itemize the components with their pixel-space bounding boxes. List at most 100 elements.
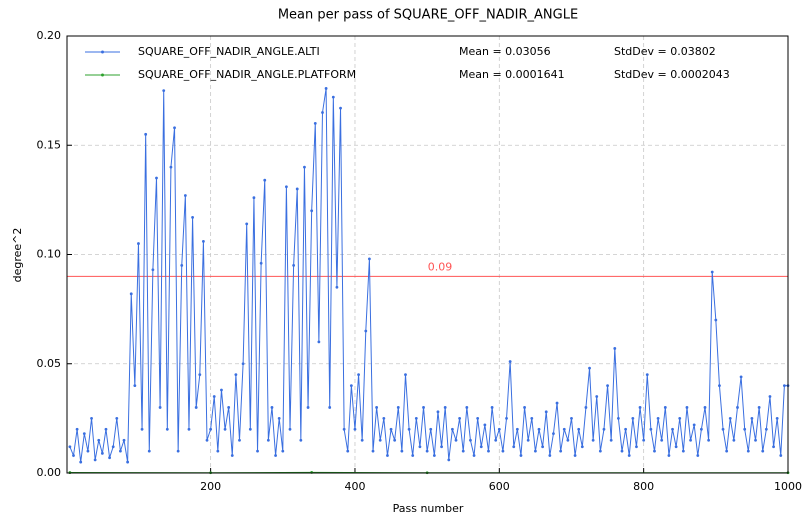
point: [714, 318, 718, 322]
point: [523, 406, 526, 409]
point: [429, 427, 433, 431]
point: [393, 438, 397, 442]
point: [548, 454, 552, 457]
point: [180, 264, 184, 267]
point: [450, 427, 454, 431]
point: [584, 406, 588, 409]
point: [490, 406, 494, 409]
point: [476, 416, 480, 420]
point: [158, 406, 162, 409]
point: [126, 460, 130, 464]
point: [238, 438, 241, 442]
point: [317, 340, 321, 344]
point: [187, 427, 191, 431]
point: [129, 292, 133, 296]
point: [151, 268, 155, 272]
point: [411, 454, 415, 457]
point: [645, 373, 649, 377]
x-tick-label: 400: [344, 480, 365, 493]
point: [627, 454, 631, 457]
point: [389, 427, 393, 431]
point: [223, 427, 227, 431]
point: [414, 416, 418, 420]
point: [220, 388, 223, 392]
point: [104, 427, 108, 431]
point: [678, 416, 682, 420]
point: [505, 416, 508, 420]
point: [620, 449, 624, 453]
point: [313, 122, 317, 125]
legend-label: SQUARE_OFF_NADIR_ANGLE.ALTI: [138, 45, 320, 58]
point: [573, 454, 577, 457]
point: [746, 449, 750, 453]
legend-stat: StdDev = 0.0002043: [614, 68, 730, 81]
point: [256, 449, 259, 453]
point: [512, 445, 516, 449]
point: [346, 449, 350, 453]
point: [119, 449, 122, 453]
point: [479, 445, 483, 449]
point: [191, 215, 194, 219]
point: [732, 438, 736, 442]
point: [75, 427, 79, 431]
point: [396, 406, 400, 409]
point: [248, 427, 252, 431]
point: [404, 373, 407, 377]
point: [230, 454, 234, 457]
point: [339, 106, 342, 110]
point: [541, 445, 545, 449]
point: [515, 427, 519, 431]
point: [281, 449, 285, 453]
point: [234, 373, 238, 377]
point: [533, 449, 537, 453]
point: [494, 438, 498, 442]
x-tick-label: 800: [633, 480, 654, 493]
point: [768, 395, 772, 398]
y-tick-label: 0.20: [37, 29, 62, 42]
point: [501, 449, 505, 453]
point: [364, 329, 368, 333]
point: [212, 395, 216, 398]
y-axis-label: degree^2: [11, 228, 24, 283]
point: [86, 449, 90, 453]
point: [285, 185, 288, 189]
point: [710, 270, 714, 274]
point: [303, 165, 306, 169]
point: [349, 384, 353, 387]
point: [418, 445, 422, 449]
point: [544, 410, 548, 414]
series-line: [69, 88, 788, 463]
point: [718, 384, 721, 387]
point: [202, 239, 205, 243]
point: [653, 449, 656, 453]
point: [353, 427, 357, 431]
point: [144, 132, 148, 136]
point: [685, 406, 689, 409]
point: [176, 449, 180, 453]
point: [566, 438, 570, 442]
point: [263, 178, 267, 182]
legend-label: SQUARE_OFF_NADIR_ANGLE.PLATFORM: [138, 68, 356, 81]
point: [277, 416, 281, 420]
point: [772, 445, 775, 449]
chart-title: Mean per pass of SQUARE_OFF_NADIR_ANGLE: [278, 8, 578, 23]
point: [674, 445, 678, 449]
point: [209, 427, 213, 431]
point: [681, 449, 685, 453]
point: [183, 194, 187, 197]
point: [93, 458, 97, 462]
point: [133, 384, 137, 387]
point: [580, 445, 584, 449]
point: [725, 449, 729, 453]
point: [97, 438, 101, 442]
point: [140, 427, 144, 431]
point: [292, 264, 296, 267]
point: [90, 416, 93, 420]
point: [324, 87, 328, 90]
y-tick-label: 0.05: [37, 357, 62, 370]
threshold-label: 0.09: [428, 260, 453, 273]
point: [635, 445, 638, 449]
point: [82, 432, 86, 436]
point: [624, 427, 628, 431]
point: [606, 384, 609, 387]
